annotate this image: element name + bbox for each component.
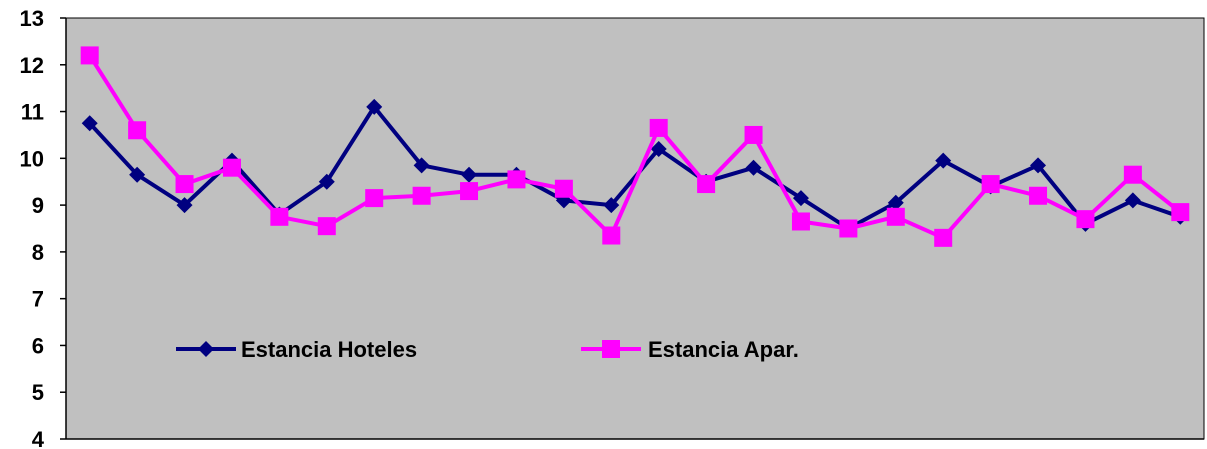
legend-label-apar: Estancia Apar. <box>648 337 799 362</box>
legend-square-marker <box>602 340 620 358</box>
data-point-square <box>934 228 953 247</box>
data-point-diamond <box>176 197 193 214</box>
y-tick-label: 11 <box>21 100 44 125</box>
data-point-square <box>886 207 905 226</box>
data-point-diamond <box>603 197 620 214</box>
y-tick-label: 12 <box>20 53 44 78</box>
y-tick-label: 13 <box>20 6 44 31</box>
series-layer <box>80 46 1190 247</box>
data-point-square <box>175 175 194 194</box>
data-point-square <box>507 170 526 189</box>
y-tick-label: 8 <box>32 240 44 265</box>
data-point-square <box>222 158 241 177</box>
data-point-diamond <box>81 115 98 132</box>
data-point-diamond <box>366 98 383 115</box>
data-point-square <box>744 125 763 144</box>
data-point-diamond <box>887 194 904 211</box>
data-point-square <box>460 182 479 201</box>
legend-item-hoteles: Estancia Hoteles <box>176 337 417 362</box>
data-point-diamond <box>1030 157 1047 174</box>
data-point-square <box>791 212 810 231</box>
data-point-diamond <box>318 173 335 190</box>
y-tick-label: 7 <box>32 287 44 312</box>
data-point-square <box>317 217 336 236</box>
data-point-diamond <box>650 140 667 157</box>
data-point-diamond <box>461 166 478 183</box>
series-apar <box>80 46 1190 247</box>
data-point-square <box>602 226 621 245</box>
data-point-square <box>649 118 668 137</box>
y-tick-label: 9 <box>32 193 44 218</box>
data-point-square <box>1171 203 1190 222</box>
data-point-diamond <box>413 157 430 174</box>
data-point-square <box>412 186 431 205</box>
legend-diamond-marker <box>198 341 214 357</box>
data-point-diamond <box>745 159 762 176</box>
data-point-diamond <box>129 166 146 183</box>
data-point-square <box>128 121 147 140</box>
data-point-square <box>981 175 1000 194</box>
data-point-square <box>1029 186 1048 205</box>
y-tick-label: 4 <box>32 427 45 449</box>
data-point-square <box>554 179 573 198</box>
legend-item-apar: Estancia Apar. <box>581 337 799 362</box>
data-point-diamond <box>792 190 809 207</box>
data-point-square <box>1076 210 1095 229</box>
y-tick-label: 6 <box>32 333 44 358</box>
data-point-square <box>839 219 858 238</box>
data-point-diamond <box>935 152 952 169</box>
y-tick-label: 5 <box>32 380 44 405</box>
y-axis: 4 5 6 7 8 9 10 11 12 13 <box>20 6 67 449</box>
data-point-square <box>365 189 384 208</box>
data-point-square <box>80 46 99 65</box>
plot-area <box>65 17 1205 440</box>
data-point-square <box>270 207 289 226</box>
data-point-square <box>1123 165 1142 184</box>
data-point-diamond <box>1124 192 1141 209</box>
legend: Estancia Hoteles Estancia Apar. <box>176 337 799 362</box>
data-point-square <box>697 175 716 194</box>
legend-label-hoteles: Estancia Hoteles <box>241 337 417 362</box>
y-tick-label: 10 <box>20 146 44 171</box>
